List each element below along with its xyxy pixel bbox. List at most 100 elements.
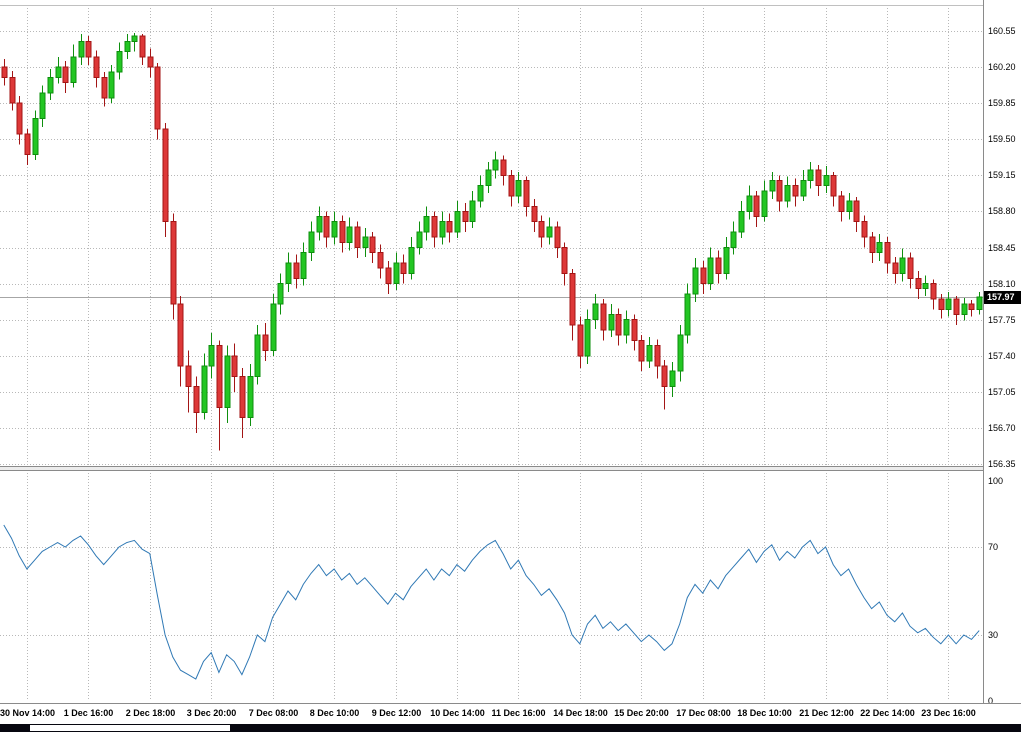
candle [715, 250, 722, 284]
candle [78, 34, 85, 66]
price-axis-label: 156.35 [988, 459, 1016, 469]
candle-body [838, 195, 845, 212]
candle [247, 363, 254, 426]
candle [861, 215, 868, 248]
candle [346, 217, 353, 251]
candle [646, 337, 653, 369]
candle-body [101, 76, 108, 99]
candle [631, 314, 638, 351]
candle-body [362, 236, 369, 248]
candle [385, 260, 392, 294]
pane-splitter[interactable] [0, 466, 1021, 471]
candle [408, 237, 415, 280]
candle-body [339, 221, 346, 243]
time-axis-label: 10 Dec 14:00 [430, 708, 485, 718]
candle-body [477, 185, 484, 202]
candle-body [800, 179, 807, 197]
candle-body [16, 102, 23, 135]
candle-body [247, 375, 254, 419]
candle [700, 260, 707, 294]
candle [538, 215, 545, 248]
candle [462, 203, 469, 233]
candle-body [193, 386, 200, 413]
candle [131, 33, 138, 52]
candle [723, 237, 730, 280]
candle-body [531, 205, 538, 223]
candle-body [262, 334, 269, 352]
candle [577, 316, 584, 369]
time-axis[interactable]: 30 Nov 14:00 1 Dec 16:00 2 Dec 18:00 3 Dec … [0, 703, 1021, 724]
price-axis-label: 158.10 [988, 279, 1016, 289]
chart-canvas[interactable] [0, 0, 983, 703]
candle [193, 376, 200, 434]
candle [492, 151, 499, 179]
candle-body [654, 344, 661, 367]
candle [500, 155, 507, 186]
candle [546, 217, 553, 245]
candle-body [953, 298, 960, 316]
candle [654, 339, 661, 379]
time-axis-label: 3 Dec 20:00 [186, 708, 237, 718]
candle-body [853, 200, 860, 223]
candle-body [239, 375, 246, 419]
bottom-tab-bar [0, 724, 1021, 732]
candle [47, 69, 54, 101]
candle-body [369, 236, 376, 254]
candle-body [646, 344, 653, 362]
time-axis-label: 22 Dec 14:00 [860, 708, 915, 718]
candle [262, 322, 269, 361]
candle-body [500, 159, 507, 176]
candle-body [961, 303, 968, 316]
price-axis[interactable]: 157.97 160.55 160.20 159.85 159.50 159.15 158… [983, 0, 1021, 703]
candle [170, 213, 177, 320]
candle [24, 128, 31, 166]
candle-body [823, 174, 830, 187]
candle-body [208, 344, 215, 367]
candle [85, 36, 92, 66]
candle [139, 34, 146, 66]
candle [753, 190, 760, 227]
candle-body [584, 319, 591, 357]
candle [439, 211, 446, 245]
candle-body [62, 66, 69, 84]
active-chart-tab[interactable] [30, 725, 230, 731]
candle [316, 206, 323, 241]
candle-body [753, 195, 760, 218]
candle-body [354, 226, 361, 248]
candle [216, 340, 223, 451]
candle-body [170, 221, 177, 305]
price-axis-label: 158.45 [988, 243, 1016, 253]
candle-body [277, 283, 284, 305]
candle-body [700, 267, 707, 285]
candle [776, 175, 783, 212]
time-axis-label: 9 Dec 12:00 [371, 708, 422, 718]
candle-body [538, 221, 545, 238]
time-axis-label: 11 Dec 16:00 [491, 708, 546, 718]
candle [938, 293, 945, 319]
candle [70, 44, 77, 88]
candle-body [254, 334, 261, 377]
candle [300, 242, 307, 286]
candle [354, 221, 361, 258]
candle-body [600, 303, 607, 331]
candle [531, 199, 538, 233]
candle-body [346, 226, 353, 243]
candle-body [861, 221, 868, 238]
candle [1, 58, 8, 86]
candle [224, 345, 231, 423]
candle-body [116, 51, 123, 73]
candle-body [39, 92, 46, 120]
candle-body [408, 247, 415, 274]
candle [892, 256, 899, 284]
time-axis-label: 8 Dec 10:00 [309, 708, 360, 718]
candle [308, 221, 315, 261]
indicator-line [3, 524, 980, 680]
candle-body [131, 35, 138, 42]
candle [769, 172, 776, 200]
candle [323, 211, 330, 248]
candle-body [85, 40, 92, 58]
candles-layer [1, 33, 983, 451]
candle-body [308, 231, 315, 254]
candle [400, 254, 407, 284]
candle [55, 56, 62, 84]
